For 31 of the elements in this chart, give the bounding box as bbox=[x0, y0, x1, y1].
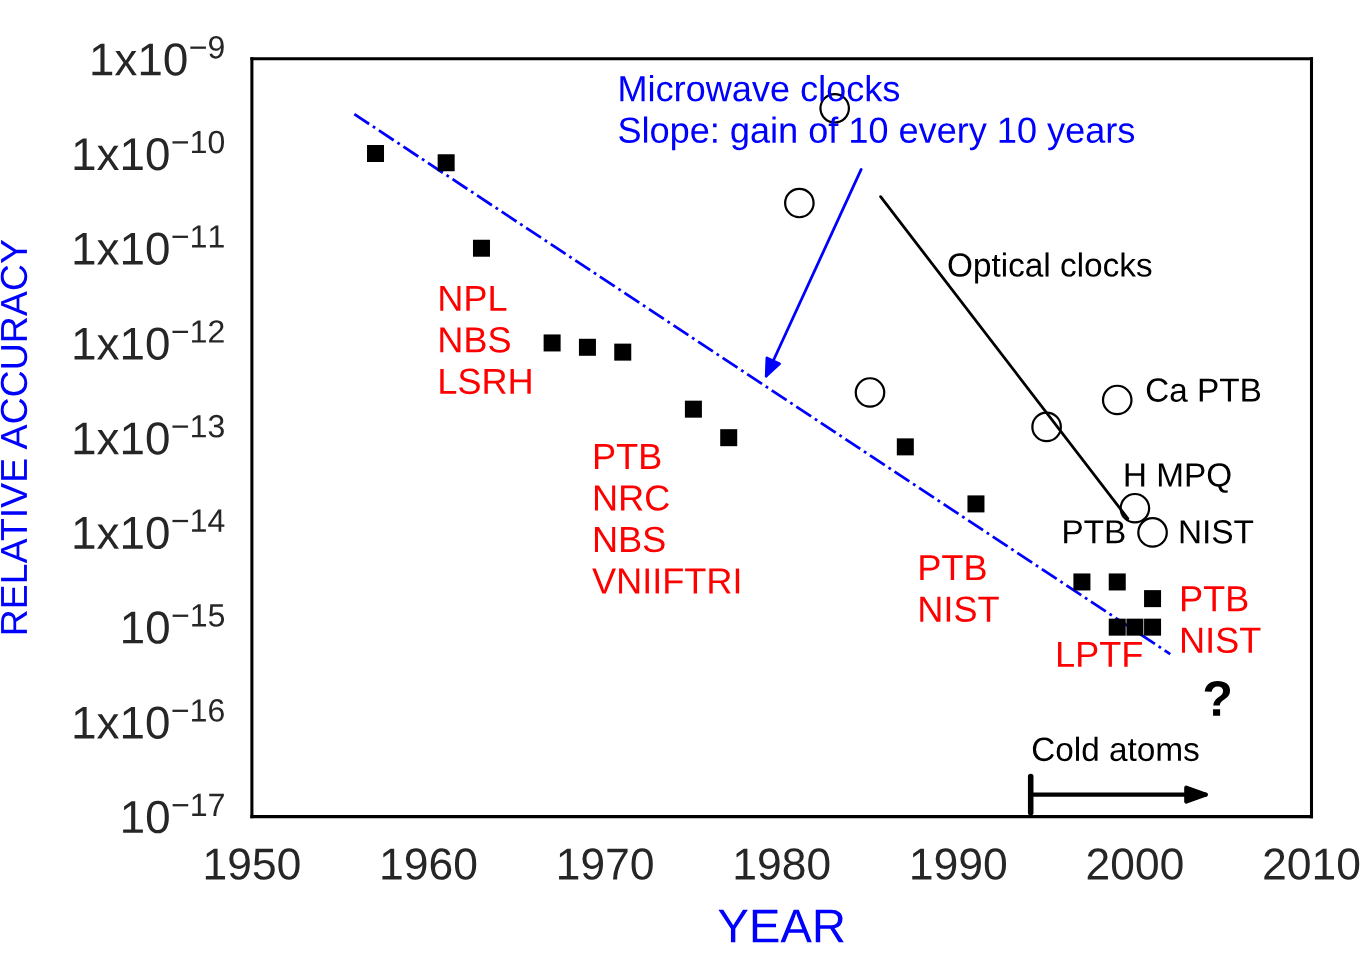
annotation: ? bbox=[1204, 680, 1231, 716]
x-tick-label: 1960 bbox=[382, 848, 477, 880]
y-tick-label: 1x10$^{−10}$ bbox=[74, 130, 225, 171]
y-tick-label: 10$^{−17}$ bbox=[123, 793, 224, 834]
annotation: PTB NIST bbox=[1182, 586, 1261, 654]
x-tick-label: 1990 bbox=[912, 848, 1006, 880]
annotation: NIST bbox=[1180, 520, 1254, 544]
x-tick-label: 2010 bbox=[1264, 848, 1360, 880]
annotation: LPTF bbox=[1058, 641, 1142, 667]
annotation: Optical clocks bbox=[948, 252, 1152, 284]
annotation: NPL NBS LSRH bbox=[440, 285, 531, 395]
annotation: Ca PTB bbox=[1146, 378, 1261, 402]
x-tick-label: 1980 bbox=[735, 848, 830, 880]
y-tick-label: 1x10$^{−14}$ bbox=[74, 509, 225, 550]
annotation: PTB NRC NBS VNIIFTRI bbox=[592, 444, 740, 594]
annotation: H MPQ bbox=[1125, 463, 1231, 493]
annotation: PTB bbox=[1064, 520, 1125, 544]
y-tick-label: 1x10$^{−16}$ bbox=[74, 699, 224, 739]
x-tick-label: 1970 bbox=[559, 848, 653, 880]
annotation: Microwave clocks Slope: gain of 10 every 10 years bbox=[619, 74, 1135, 151]
x-axis-title: YEAR bbox=[718, 909, 844, 943]
y-tick-label: 1x10$^{−12}$ bbox=[74, 320, 224, 360]
annotation: PTB NIST bbox=[920, 555, 999, 622]
y-tick-label: 1x10$^{−11}$ bbox=[74, 225, 224, 265]
y-axis-title: RELATIVE ACCURACY bbox=[0, 239, 28, 634]
annotation: Cold atoms bbox=[1032, 736, 1199, 762]
y-tick-label: 1x10$^{−13}$ bbox=[74, 414, 224, 455]
x-tick-label: 1950 bbox=[205, 848, 300, 880]
y-tick-label: 10$^{−15}$ bbox=[123, 604, 225, 644]
x-tick-label: 2000 bbox=[1087, 848, 1183, 880]
y-tick-label: 1x10$^{−9}$ bbox=[92, 35, 224, 76]
